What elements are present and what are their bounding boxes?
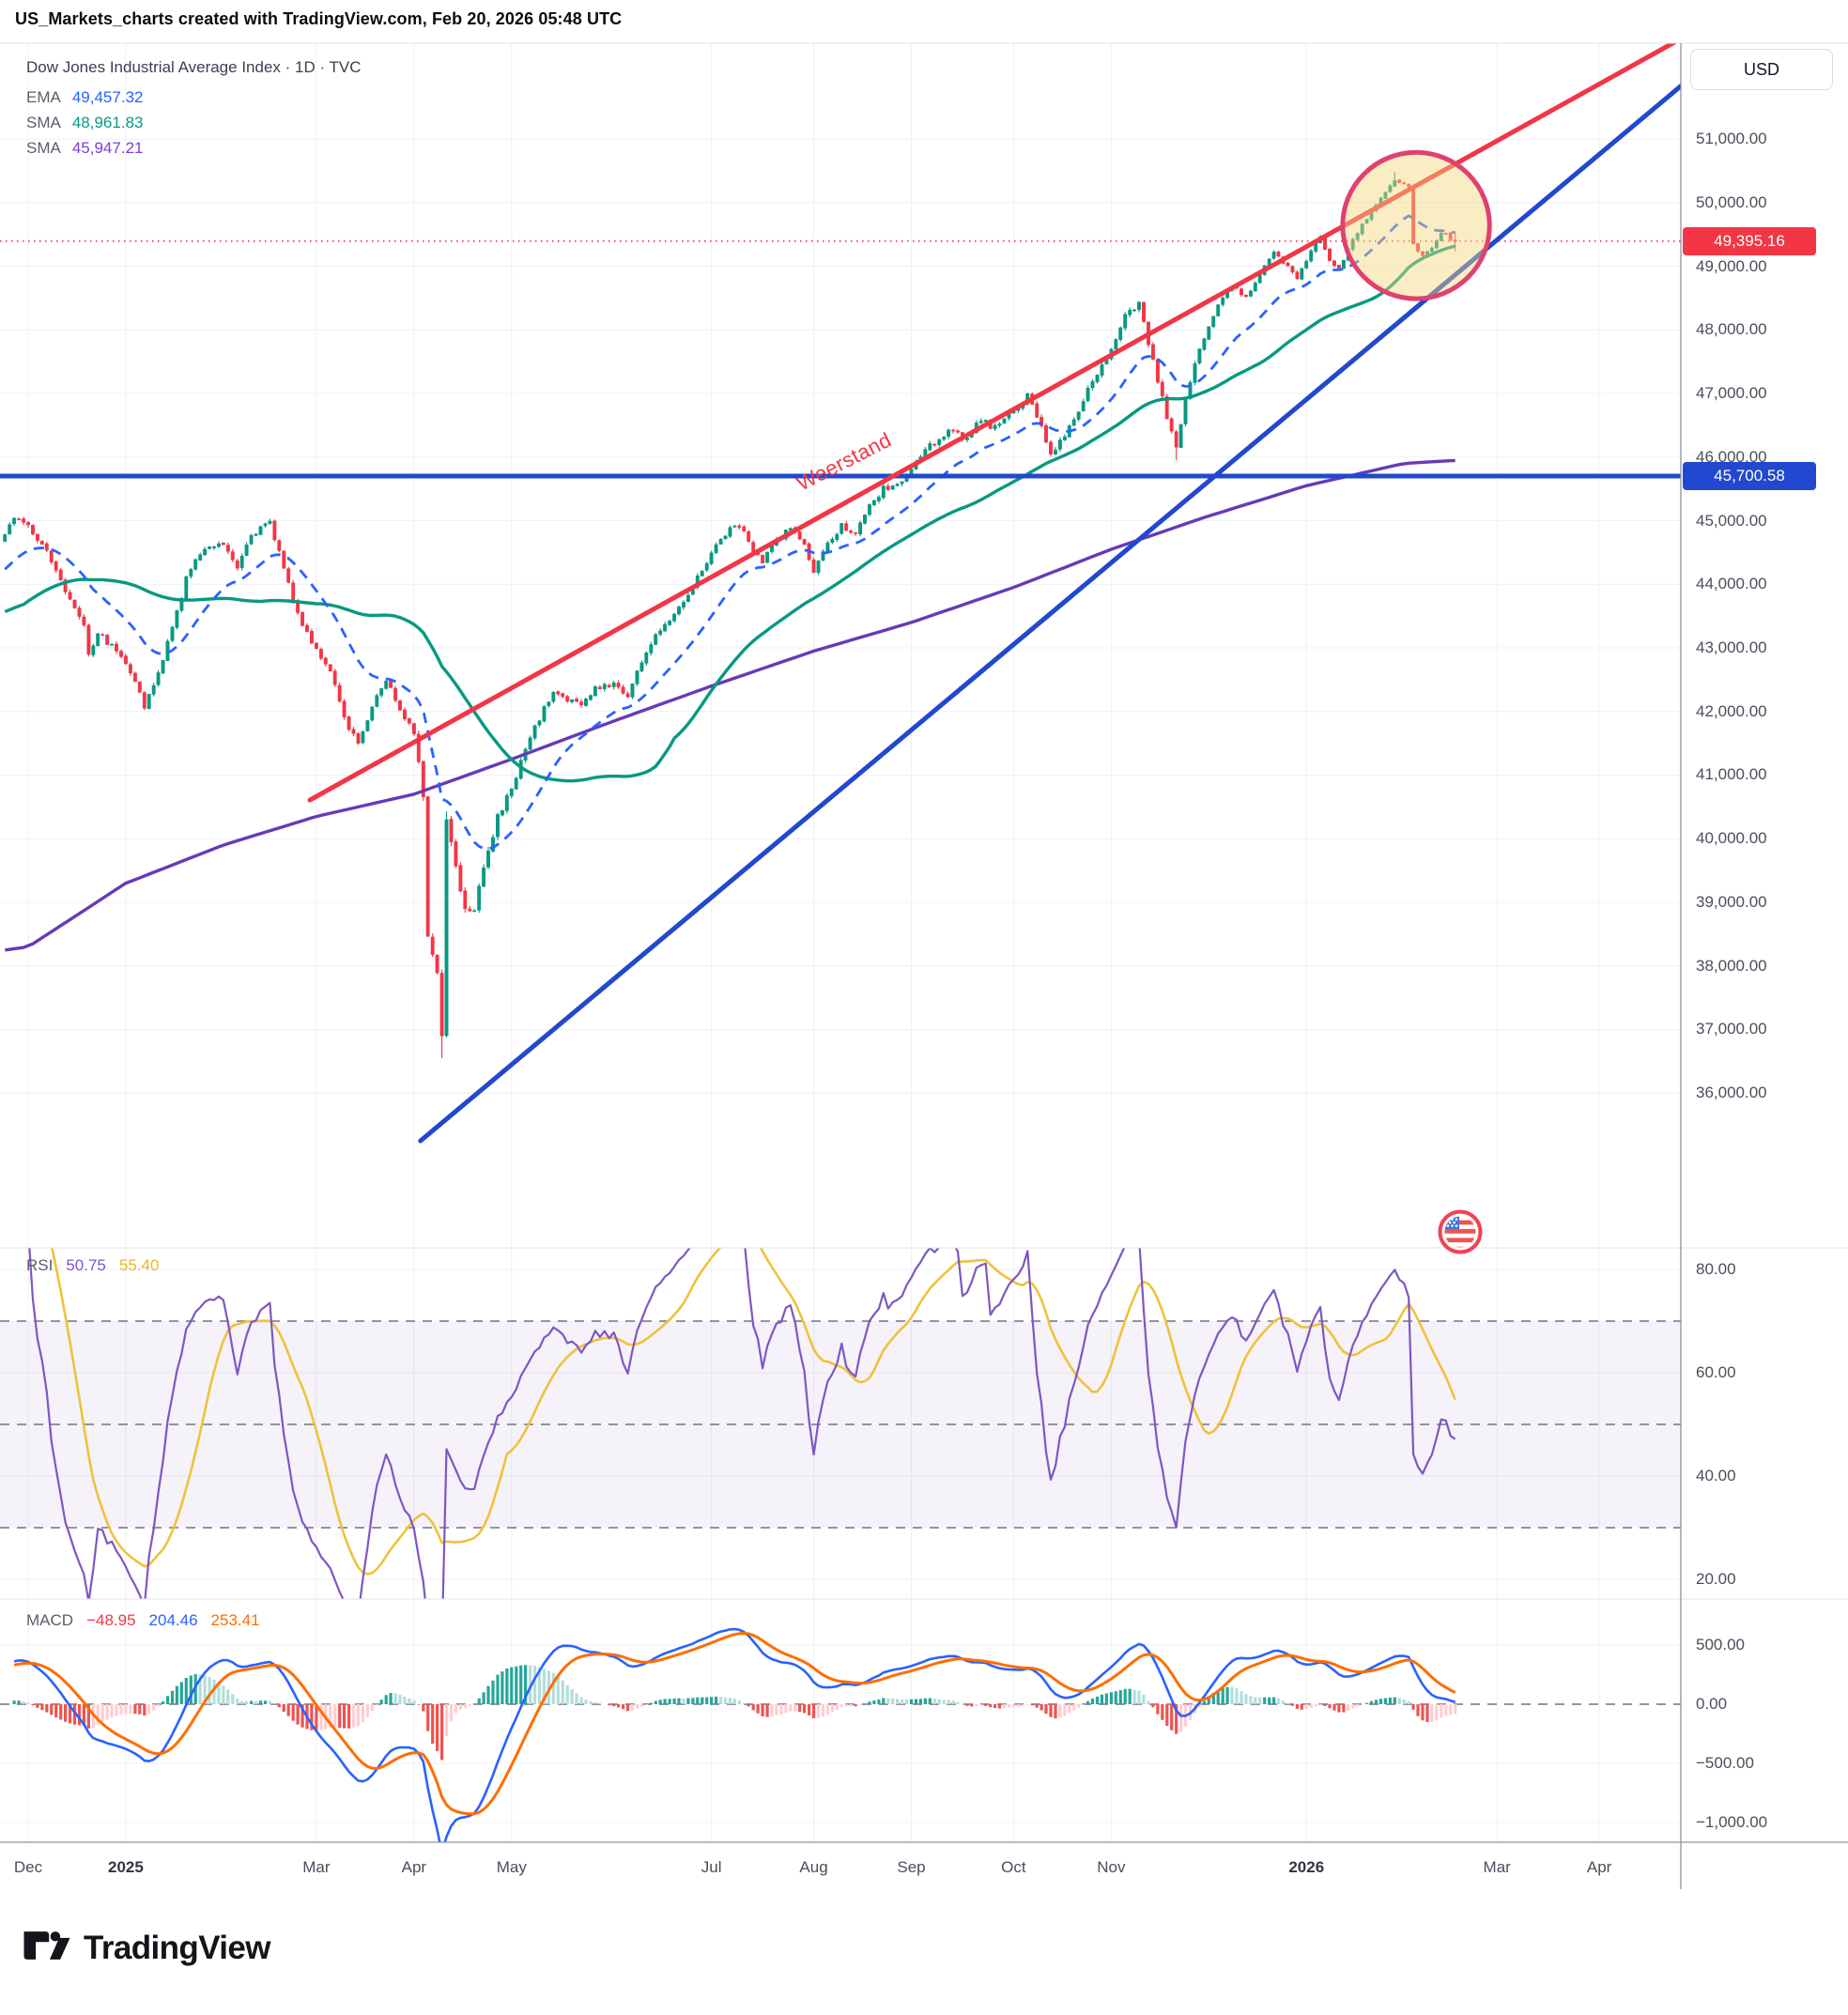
time-axis-label[interactable]: Apr xyxy=(1586,1858,1612,1876)
level-price-badge: 45,700.58 xyxy=(1683,462,1816,491)
time-axis-label[interactable]: Sep xyxy=(897,1858,926,1876)
rsi-value: 50.75 xyxy=(66,1256,106,1274)
page-title: US_Markets_charts created with TradingVi… xyxy=(15,9,623,28)
macd-legend[interactable]: MACD −48.95 204.46 253.41 xyxy=(26,1611,260,1630)
price-tick-label[interactable]: 45,000.00 xyxy=(1696,511,1767,530)
price-tick-label[interactable]: 38,000.00 xyxy=(1696,956,1767,975)
price-tick-label[interactable]: 46,000.00 xyxy=(1696,447,1767,466)
time-axis-label[interactable]: Dec xyxy=(13,1858,43,1876)
macd-label: MACD xyxy=(26,1611,74,1629)
main-legend: Dow Jones Industrial Average Index · 1D … xyxy=(26,58,362,161)
macd-tick-label[interactable]: 0.00 xyxy=(1696,1695,1728,1713)
macd-tick-label[interactable]: 500.00 xyxy=(1696,1636,1745,1654)
rsi-tick-label[interactable]: 40.00 xyxy=(1696,1467,1736,1484)
time-axis-label[interactable]: Mar xyxy=(1483,1858,1511,1876)
price-tick-label[interactable]: 50,000.00 xyxy=(1696,192,1767,211)
macd-signal-line xyxy=(13,1631,1456,1816)
macd-series[interactable] xyxy=(12,1627,1457,1853)
macd-tick-label[interactable]: −1,000.00 xyxy=(1696,1813,1768,1831)
macd-line xyxy=(13,1627,1456,1842)
rsi-ma-line xyxy=(50,1248,1456,1576)
legend-row-ema[interactable]: EMA 49,457.32 xyxy=(26,85,362,110)
legend-row-sma200[interactable]: SMA 45,947.21 xyxy=(26,135,362,161)
rsi-label: RSI xyxy=(26,1256,54,1274)
price-tick-label[interactable]: 48,000.00 xyxy=(1696,320,1767,339)
sma50-line[interactable] xyxy=(4,244,1456,783)
time-axis-label[interactable]: 2025 xyxy=(108,1858,144,1876)
rsi-tick-label[interactable]: 60.00 xyxy=(1696,1363,1736,1381)
rsi-band xyxy=(0,1321,1681,1528)
rsi-line xyxy=(28,1248,1456,1599)
price-tick-label[interactable]: 47,000.00 xyxy=(1696,384,1767,403)
price-tick-label[interactable]: 37,000.00 xyxy=(1696,1020,1767,1038)
symbol-title[interactable]: Dow Jones Industrial Average Index · 1D … xyxy=(26,58,362,76)
time-axis-label[interactable]: Nov xyxy=(1097,1858,1126,1876)
currency-button[interactable]: USD xyxy=(1690,49,1833,90)
last-price-badge: 49,395.16 xyxy=(1683,226,1816,255)
price-series[interactable] xyxy=(3,172,1457,1058)
ema-label: EMA xyxy=(26,87,61,106)
sma50-value: 48,961.83 xyxy=(71,113,144,131)
ema-value: 49,457.32 xyxy=(71,87,144,106)
time-axis-label[interactable]: Oct xyxy=(1001,1858,1026,1876)
price-tick-label[interactable]: 36,000.00 xyxy=(1696,1084,1767,1102)
sma200-line[interactable] xyxy=(5,458,1455,952)
rsi-series[interactable] xyxy=(5,1166,1456,1643)
rsi-legend[interactable]: RSI 50.75 55.40 xyxy=(26,1256,159,1275)
bear-candles xyxy=(17,179,1457,1037)
time-axis-label[interactable]: Jul xyxy=(701,1858,722,1876)
rsi-tick-label[interactable]: 20.00 xyxy=(1696,1570,1736,1588)
sma200-label: SMA xyxy=(26,138,61,157)
legend-row-sma50[interactable]: SMA 48,961.83 xyxy=(26,110,362,135)
drawings[interactable] xyxy=(0,38,1683,1144)
sma50-label: SMA xyxy=(26,113,61,131)
grid-lines xyxy=(0,43,1681,1842)
macd-signal-value: 253.41 xyxy=(210,1611,260,1629)
macd-histogram-value: −48.95 xyxy=(86,1611,136,1629)
price-tick-label[interactable]: 43,000.00 xyxy=(1696,638,1767,656)
price-tick-label[interactable]: 40,000.00 xyxy=(1696,829,1767,848)
macd-line-value: 204.46 xyxy=(148,1611,198,1629)
rsi-tick-label[interactable]: 80.00 xyxy=(1696,1260,1736,1278)
time-axis-label[interactable]: 2026 xyxy=(1288,1858,1325,1876)
bull-candles xyxy=(3,179,1443,1037)
chart-canvas[interactable] xyxy=(0,0,1848,1897)
price-tick-label[interactable]: 51,000.00 xyxy=(1696,130,1767,148)
price-tick-label[interactable]: 44,000.00 xyxy=(1696,575,1767,593)
brand-name: TradingView xyxy=(84,1929,271,1966)
price-tick-label[interactable]: 42,000.00 xyxy=(1696,701,1767,720)
resistance-trendline xyxy=(307,43,1678,803)
time-axis-label[interactable]: Mar xyxy=(302,1858,331,1876)
tradingview-footer[interactable]: TradingView xyxy=(23,1925,271,1971)
ema20-line[interactable] xyxy=(4,214,1455,851)
price-tick-label[interactable]: 49,000.00 xyxy=(1696,256,1767,275)
price-tick-label[interactable]: 41,000.00 xyxy=(1696,765,1767,784)
time-axis-label[interactable]: Apr xyxy=(401,1858,427,1876)
time-axis-label[interactable]: May xyxy=(496,1858,527,1876)
sma200-value: 45,947.21 xyxy=(71,138,144,157)
macd-tick-label[interactable]: −500.00 xyxy=(1696,1754,1754,1772)
highlight-circle xyxy=(1340,149,1492,301)
support-trendline xyxy=(418,83,1681,1144)
us-flag-icon xyxy=(1438,1209,1483,1259)
price-tick-label[interactable]: 39,000.00 xyxy=(1696,892,1767,911)
time-axis-label[interactable]: Aug xyxy=(799,1858,828,1876)
rsi-ma-value: 55.40 xyxy=(118,1256,160,1274)
tradingview-logo-icon xyxy=(23,1925,71,1971)
